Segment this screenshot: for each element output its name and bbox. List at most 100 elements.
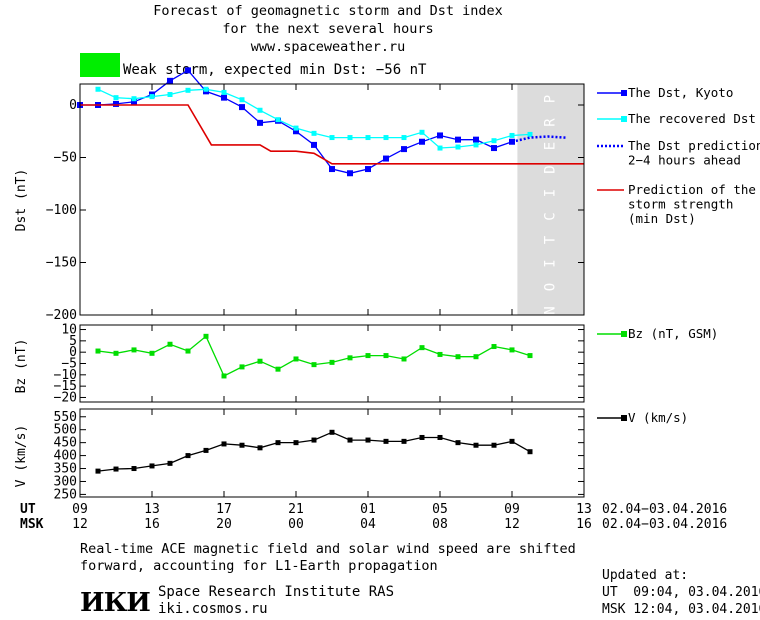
bz-series-0-point — [527, 353, 533, 359]
bz-series-0-point — [365, 353, 371, 359]
dst-series-1-point — [95, 86, 101, 92]
prediction-band-letter: O — [543, 283, 559, 291]
footer-note-line2: forward, accounting for L1-Earth propaga… — [80, 558, 438, 574]
prediction-band-letter: I — [543, 189, 559, 197]
dst-series-1-point — [203, 86, 209, 92]
bz-series-0-point — [419, 345, 425, 351]
v-series-0-point — [473, 442, 479, 448]
msk-tick-label: 16 — [576, 517, 592, 532]
bz-series-0-point — [221, 373, 227, 379]
dst-series-3-line — [80, 104, 584, 165]
bz-ytick-label: 10 — [61, 323, 77, 338]
bz-series-0-point — [491, 344, 497, 350]
v-series-0-point — [509, 438, 515, 444]
ut-tick-label: 05 — [432, 502, 448, 517]
bz-series-0-point — [473, 354, 479, 360]
bz-plot-frame — [79, 324, 585, 403]
dst-legend-label: The recovered Dst — [628, 111, 756, 126]
v-legend-marker-0 — [621, 415, 627, 421]
ut-axis-label: UT — [20, 502, 36, 517]
updated-msk: MSK 12:04, 03.04.2016 — [602, 602, 760, 617]
dst-legend-label: The Dst, Kyoto — [628, 85, 733, 100]
v-series-0-point — [149, 463, 155, 469]
updated-label: Updated at: — [602, 568, 689, 583]
v-series-0-point — [131, 466, 137, 472]
v-series-0-point — [275, 440, 281, 446]
v-series-0-point — [347, 437, 353, 443]
ut-date-range: 02.04−03.04.2016 — [602, 502, 727, 517]
bz-legend-label: Bz (nT, GSM) — [628, 326, 718, 341]
dst-series-1-point — [509, 132, 515, 138]
prediction-band-letter: T — [543, 235, 559, 244]
dst-series-1-point — [491, 138, 497, 144]
dst-series-1-point — [437, 145, 443, 151]
v-series-0-point — [329, 429, 335, 435]
prediction-band-letter: R — [543, 118, 559, 127]
v-ytick-label: 300 — [54, 474, 77, 489]
v-series-0-point — [257, 445, 263, 451]
v-series-0-point — [167, 460, 173, 466]
dst-series-0-point — [437, 132, 443, 139]
dst-plot-frame — [79, 83, 585, 316]
dst-series-1-point — [257, 107, 263, 113]
bz-series-0-point — [275, 366, 281, 372]
v-series-0-point — [293, 440, 299, 446]
prediction-band-letter: E — [543, 142, 559, 150]
dst-series-1-point — [293, 125, 299, 131]
v-ytick-label: 450 — [54, 436, 77, 451]
bz-legend-marker-0 — [621, 331, 627, 337]
prediction-band-letter: P — [543, 95, 559, 103]
dst-series-1-point — [419, 129, 425, 135]
dst-series-1-point — [167, 92, 173, 97]
dst-series-0-point — [239, 104, 245, 111]
prediction-band — [517, 84, 584, 315]
dst-series-2-line — [511, 135, 567, 144]
dst-legend-label: The Dst prediction — [628, 138, 760, 153]
dst-series-1-point — [113, 95, 119, 101]
v-plot-frame — [79, 408, 585, 498]
dst-series-0-point — [113, 100, 119, 107]
dst-ytick-label: −50 — [54, 151, 77, 166]
dst-ytick-label: −100 — [46, 203, 77, 218]
v-series-0-point — [95, 468, 101, 474]
msk-tick-label: 12 — [504, 517, 520, 532]
v-series-0-point — [437, 434, 443, 440]
dst-series-0-point — [347, 170, 353, 177]
chart-title-line2: for the next several hours — [222, 21, 434, 37]
bz-series-0-line — [97, 335, 531, 377]
dst-series-1-point — [185, 87, 191, 93]
dst-series-0-point — [185, 67, 191, 74]
ut-tick-label: 01 — [360, 502, 376, 517]
institute-site[interactable]: iki.cosmos.ru — [158, 601, 268, 617]
ut-tick-label: 17 — [216, 502, 232, 517]
v-series-0-point — [383, 438, 389, 444]
dst-series-1-point — [455, 144, 461, 150]
source-site: www.spaceweather.ru — [250, 39, 406, 55]
v-ytick-label: 400 — [54, 449, 77, 464]
dst-ytick-label: −200 — [46, 308, 77, 323]
bz-series-0-point — [347, 355, 353, 361]
dst-series-0-point — [455, 136, 461, 143]
bz-series-0-point — [311, 362, 317, 368]
dst-ytick-label: 0 — [69, 98, 77, 113]
ut-tick-label: 13 — [144, 502, 160, 517]
dst-series-1-point — [365, 135, 371, 141]
dst-series-0-point — [257, 119, 263, 126]
bz-series-0-point — [329, 359, 335, 365]
bz-series-0-point — [293, 356, 299, 362]
bz-series-0-point — [185, 348, 191, 354]
bz-ytick-label: −5 — [61, 357, 77, 372]
dst-series-0-point — [293, 128, 299, 135]
bz-ytick-label: −15 — [54, 379, 77, 394]
v-series-0-point — [365, 437, 371, 443]
dst-series-0-point — [167, 77, 173, 84]
dst-legend-label: (min Dst) — [628, 211, 696, 226]
msk-tick-label: 08 — [432, 517, 448, 532]
dst-series-1-point — [329, 135, 335, 141]
dst-series-1-point — [347, 135, 353, 141]
chart-title-line1: Forecast of geomagnetic storm and Dst in… — [153, 3, 503, 19]
footer-note-line1: Real-time ACE magnetic field and solar w… — [80, 541, 576, 557]
institute-name: Space Research Institute RAS — [158, 584, 395, 600]
dst-series-0-point — [365, 166, 371, 173]
